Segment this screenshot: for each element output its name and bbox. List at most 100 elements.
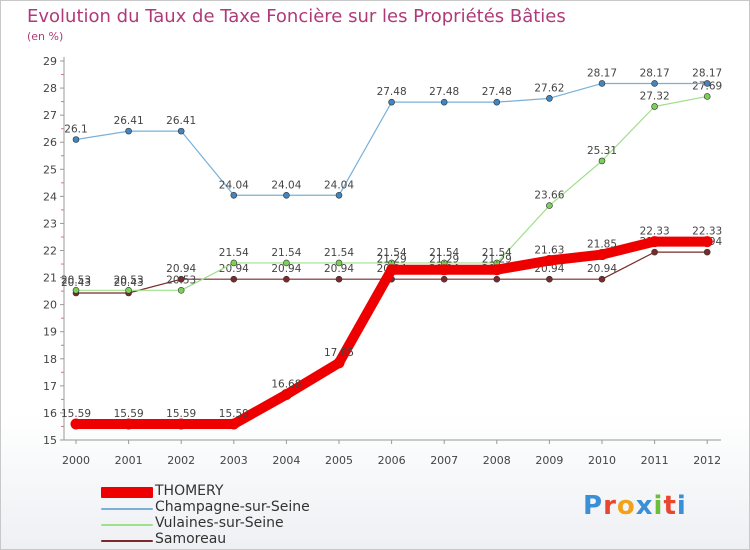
point-thomery [386, 264, 398, 276]
data-label-champagne-sur-seine: 28.17 [640, 67, 670, 79]
point-vulaines-sur-seine [651, 103, 658, 110]
y-tick-label: 25 [43, 163, 57, 176]
brand-letter: x [635, 491, 654, 521]
point-champagne-sur-seine [72, 136, 80, 143]
data-label-thomery: 22.33 [692, 226, 722, 238]
legend-label-champagne-sur-seine: Champagne-sur-Seine [155, 499, 310, 515]
data-label-champagne-sur-seine: 27.48 [377, 86, 407, 98]
x-tick-label: 2004 [272, 454, 300, 467]
point-champagne-sur-seine [125, 127, 132, 135]
x-tick-label: 2011 [641, 454, 669, 467]
data-label-thomery: 21.29 [377, 254, 407, 266]
x-tick-label: 2002 [167, 454, 195, 467]
data-label-vulaines-sur-seine: 25.31 [587, 145, 617, 157]
brand-letter: i [653, 491, 664, 521]
x-tick-label: 2006 [378, 454, 406, 467]
brand-letter: P [583, 491, 604, 521]
data-label-thomery: 21.63 [534, 245, 564, 257]
brand-letter: r [603, 491, 617, 521]
point-thomery [175, 418, 187, 430]
legend-swatch-samoreau [101, 540, 153, 542]
point-vulaines-sur-seine [335, 259, 343, 267]
point-thomery [438, 264, 450, 276]
point-thomery [228, 418, 240, 430]
data-label-champagne-sur-seine: 28.17 [692, 67, 722, 79]
y-tick-label: 24 [43, 190, 57, 203]
point-samoreau [493, 275, 501, 283]
point-champagne-sur-seine [230, 191, 238, 199]
y-tick-label: 27 [43, 109, 57, 122]
data-label-vulaines-sur-seine: 20.53 [166, 274, 196, 286]
point-thomery [491, 264, 503, 276]
data-label-thomery: 15.59 [114, 408, 144, 420]
point-thomery [333, 357, 345, 369]
data-label-thomery: 15.59 [166, 408, 196, 420]
data-label-vulaines-sur-seine: 23.66 [534, 190, 564, 202]
x-tick-label: 2012 [693, 454, 721, 467]
data-label-samoreau: 20.43 [114, 277, 144, 289]
data-label-vulaines-sur-seine: 20.53 [61, 274, 91, 286]
point-samoreau [546, 275, 553, 283]
data-label-champagne-sur-seine: 26.41 [166, 115, 196, 127]
point-champagne-sur-seine [283, 191, 290, 199]
data-label-thomery: 22.33 [640, 226, 670, 238]
point-vulaines-sur-seine [283, 259, 290, 267]
data-label-champagne-sur-seine: 27.62 [534, 82, 564, 94]
point-thomery [701, 236, 713, 248]
point-samoreau [440, 275, 448, 283]
x-tick-label: 2005 [325, 454, 353, 467]
data-label-vulaines-sur-seine: 21.54 [377, 247, 407, 259]
y-tick-label: 29 [43, 55, 57, 68]
data-label-champagne-sur-seine: 24.04 [324, 179, 354, 191]
x-tick-label: 2009 [535, 454, 563, 467]
point-vulaines-sur-seine [230, 259, 238, 267]
proxiti-logo: Proxiti [583, 491, 687, 521]
y-tick-label: 21 [43, 272, 57, 285]
legend-swatch-vulaines-sur-seine [101, 524, 153, 526]
y-tick-label: 22 [43, 245, 57, 258]
data-label-champagne-sur-seine: 26.1 [64, 124, 87, 136]
y-tick-label: 19 [43, 326, 57, 339]
data-label-champagne-sur-seine: 27.48 [429, 86, 459, 98]
data-label-samoreau: 20.94 [271, 263, 301, 275]
x-tick-label: 2010 [588, 454, 616, 467]
legend-label-thomery: THOMERY [155, 483, 224, 499]
data-label-thomery: 21.85 [587, 239, 617, 251]
point-champagne-sur-seine [703, 80, 711, 87]
point-thomery [70, 418, 82, 430]
data-label-champagne-sur-seine: 24.04 [271, 179, 301, 191]
point-champagne-sur-seine [598, 80, 606, 87]
x-tick-label: 2000 [62, 454, 90, 467]
data-label-vulaines-sur-seine: 21.54 [482, 247, 512, 259]
y-tick-label: 20 [43, 299, 57, 312]
data-label-thomery: 17.85 [324, 347, 354, 359]
data-label-vulaines-sur-seine: 21.54 [324, 247, 354, 259]
point-champagne-sur-seine [546, 95, 553, 102]
brand-letter: t [663, 491, 677, 521]
point-champagne-sur-seine [493, 98, 501, 106]
data-label-vulaines-sur-seine: 21.54 [429, 247, 459, 259]
y-tick-label: 23 [43, 217, 57, 230]
y-tick-label: 26 [43, 136, 57, 149]
y-tick-label: 15 [43, 434, 57, 447]
legend-label-vulaines-sur-seine: Vulaines-sur-Seine [155, 515, 284, 531]
data-label-champagne-sur-seine: 27.48 [482, 86, 512, 98]
point-vulaines-sur-seine [177, 286, 185, 294]
x-tick-label: 2003 [220, 454, 248, 467]
data-label-samoreau: 20.94 [324, 263, 354, 275]
y-tick-label: 28 [43, 82, 57, 95]
point-thomery [123, 418, 135, 430]
point-vulaines-sur-seine [703, 93, 711, 100]
point-samoreau [651, 248, 658, 256]
data-label-thomery: 21.29 [429, 254, 459, 266]
brand-letter: o [616, 491, 636, 521]
brand-letter: i [676, 491, 687, 521]
point-samoreau [598, 275, 606, 283]
data-label-vulaines-sur-seine: 21.54 [219, 247, 249, 259]
chart-title: Evolution du Taux de Taxe Foncière sur l… [27, 6, 566, 27]
data-label-vulaines-sur-seine: 21.54 [271, 247, 301, 259]
y-tick-label: 18 [43, 353, 57, 366]
point-champagne-sur-seine [651, 80, 658, 87]
